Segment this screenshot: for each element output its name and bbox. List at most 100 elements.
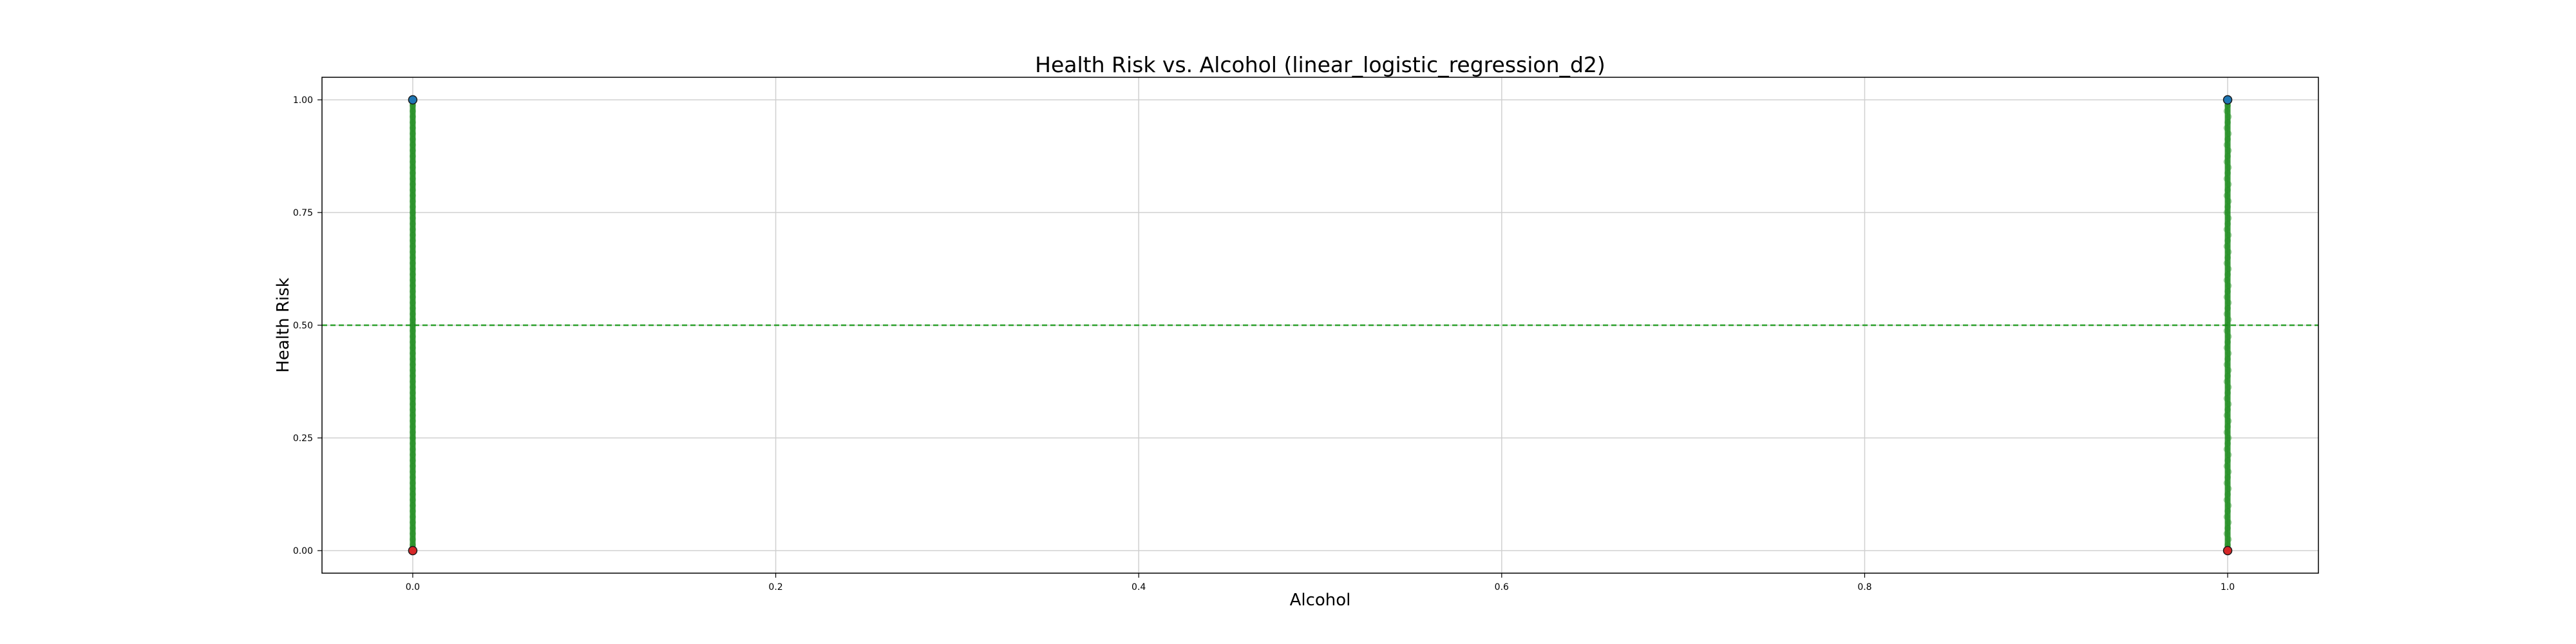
prediction-point: [409, 288, 416, 295]
prediction-point: [409, 198, 416, 205]
x-tick-label: 0.2: [768, 582, 782, 592]
y-tick-label: 0.75: [293, 208, 313, 218]
x-tick-label: 0.8: [1857, 582, 1871, 592]
prediction-point: [2224, 339, 2231, 346]
prediction-point: [409, 480, 416, 486]
prediction-point: [409, 530, 416, 537]
prediction-point: [409, 384, 416, 391]
prediction-point: [2224, 204, 2231, 211]
prediction-point: [409, 113, 416, 120]
prediction-point: [2223, 158, 2230, 166]
prediction-point: [2224, 220, 2231, 227]
prediction-point: [2225, 232, 2232, 238]
prediction-point: [409, 339, 416, 346]
prediction-point: [409, 108, 416, 115]
prediction-point: [2223, 530, 2230, 537]
prediction-point: [2225, 536, 2232, 543]
prediction-point: [409, 497, 416, 504]
prediction-point: [409, 401, 416, 408]
prediction-point: [409, 412, 416, 419]
prediction-point: [409, 406, 416, 413]
prediction-point: [409, 181, 416, 188]
prediction-point: [409, 429, 416, 436]
prediction-point: [409, 536, 416, 543]
prediction-point: [2223, 462, 2230, 469]
prediction-point: [2225, 130, 2232, 137]
actual-point-negative: [408, 545, 418, 556]
prediction-point: [409, 423, 416, 430]
prediction-point: [409, 327, 416, 334]
prediction-point: [2225, 519, 2232, 526]
prediction-point: [409, 378, 416, 385]
prediction-point: [2224, 507, 2231, 515]
prediction-point: [2223, 124, 2230, 131]
x-tick-label: 0.0: [406, 582, 420, 592]
prediction-point: [409, 226, 416, 233]
prediction-point: [409, 153, 416, 160]
prediction-point: [2225, 502, 2232, 509]
prediction-point: [2224, 288, 2231, 295]
prediction-point: [409, 187, 416, 193]
prediction-point: [409, 457, 416, 464]
prediction-point: [409, 390, 416, 396]
prediction-point: [409, 513, 416, 520]
prediction-point: [2225, 417, 2232, 424]
y-tick-label: 1.00: [293, 95, 313, 106]
prediction-point: [409, 282, 416, 289]
prediction-point: [2225, 333, 2232, 340]
actual-point-negative: [2222, 545, 2233, 556]
prediction-point: [2225, 384, 2232, 391]
prediction-point: [2223, 310, 2230, 317]
prediction-point: [409, 468, 416, 475]
prediction-point: [2224, 525, 2231, 531]
prediction-point: [2223, 497, 2230, 504]
prediction-point: [2225, 367, 2232, 374]
prediction-point: [409, 243, 416, 250]
prediction-point: [2224, 440, 2231, 447]
prediction-point: [2224, 322, 2231, 328]
prediction-point: [409, 254, 416, 261]
prediction-point: [409, 158, 416, 166]
prediction-point: [409, 237, 416, 244]
prediction-point: [2223, 378, 2230, 385]
prediction-point: [2223, 513, 2230, 520]
x-tick-label: 1.0: [2221, 582, 2235, 592]
prediction-point: [2224, 254, 2231, 261]
prediction-point: [409, 333, 416, 340]
prediction-point: [2225, 249, 2232, 256]
prediction-point: [2225, 350, 2232, 357]
prediction-point: [2223, 294, 2230, 301]
prediction-point: [409, 294, 416, 301]
prediction-point: [409, 299, 416, 306]
prediction-point: [409, 271, 416, 278]
prediction-point: [409, 372, 416, 379]
prediction-point: [2225, 147, 2232, 154]
prediction-point: [2223, 226, 2230, 233]
prediction-point: [2223, 209, 2230, 216]
prediction-point: [409, 192, 416, 199]
prediction-point: [409, 214, 416, 222]
prediction-point: [2225, 265, 2232, 272]
prediction-point: [2223, 142, 2230, 148]
y-tick-label: 0.25: [293, 433, 313, 444]
prediction-point: [409, 169, 416, 176]
prediction-point: [2224, 305, 2231, 312]
prediction-point: [409, 232, 416, 238]
prediction-point: [409, 142, 416, 148]
prediction-point: [2223, 175, 2230, 182]
prediction-point: [409, 164, 416, 171]
prediction-point: [409, 220, 416, 227]
prediction-point: [409, 316, 416, 323]
prediction-point: [2223, 345, 2230, 351]
prediction-point: [409, 446, 416, 453]
prediction-point: [409, 265, 416, 272]
prediction-point: [2223, 429, 2230, 436]
prediction-point: [409, 305, 416, 312]
prediction-point: [409, 124, 416, 131]
prediction-point: [2224, 355, 2231, 363]
prediction-point: [409, 491, 416, 498]
prediction-point: [2225, 198, 2232, 205]
prediction-point: [2223, 327, 2230, 334]
prediction-point: [409, 435, 416, 441]
x-tick-label: 0.6: [1495, 582, 1509, 592]
